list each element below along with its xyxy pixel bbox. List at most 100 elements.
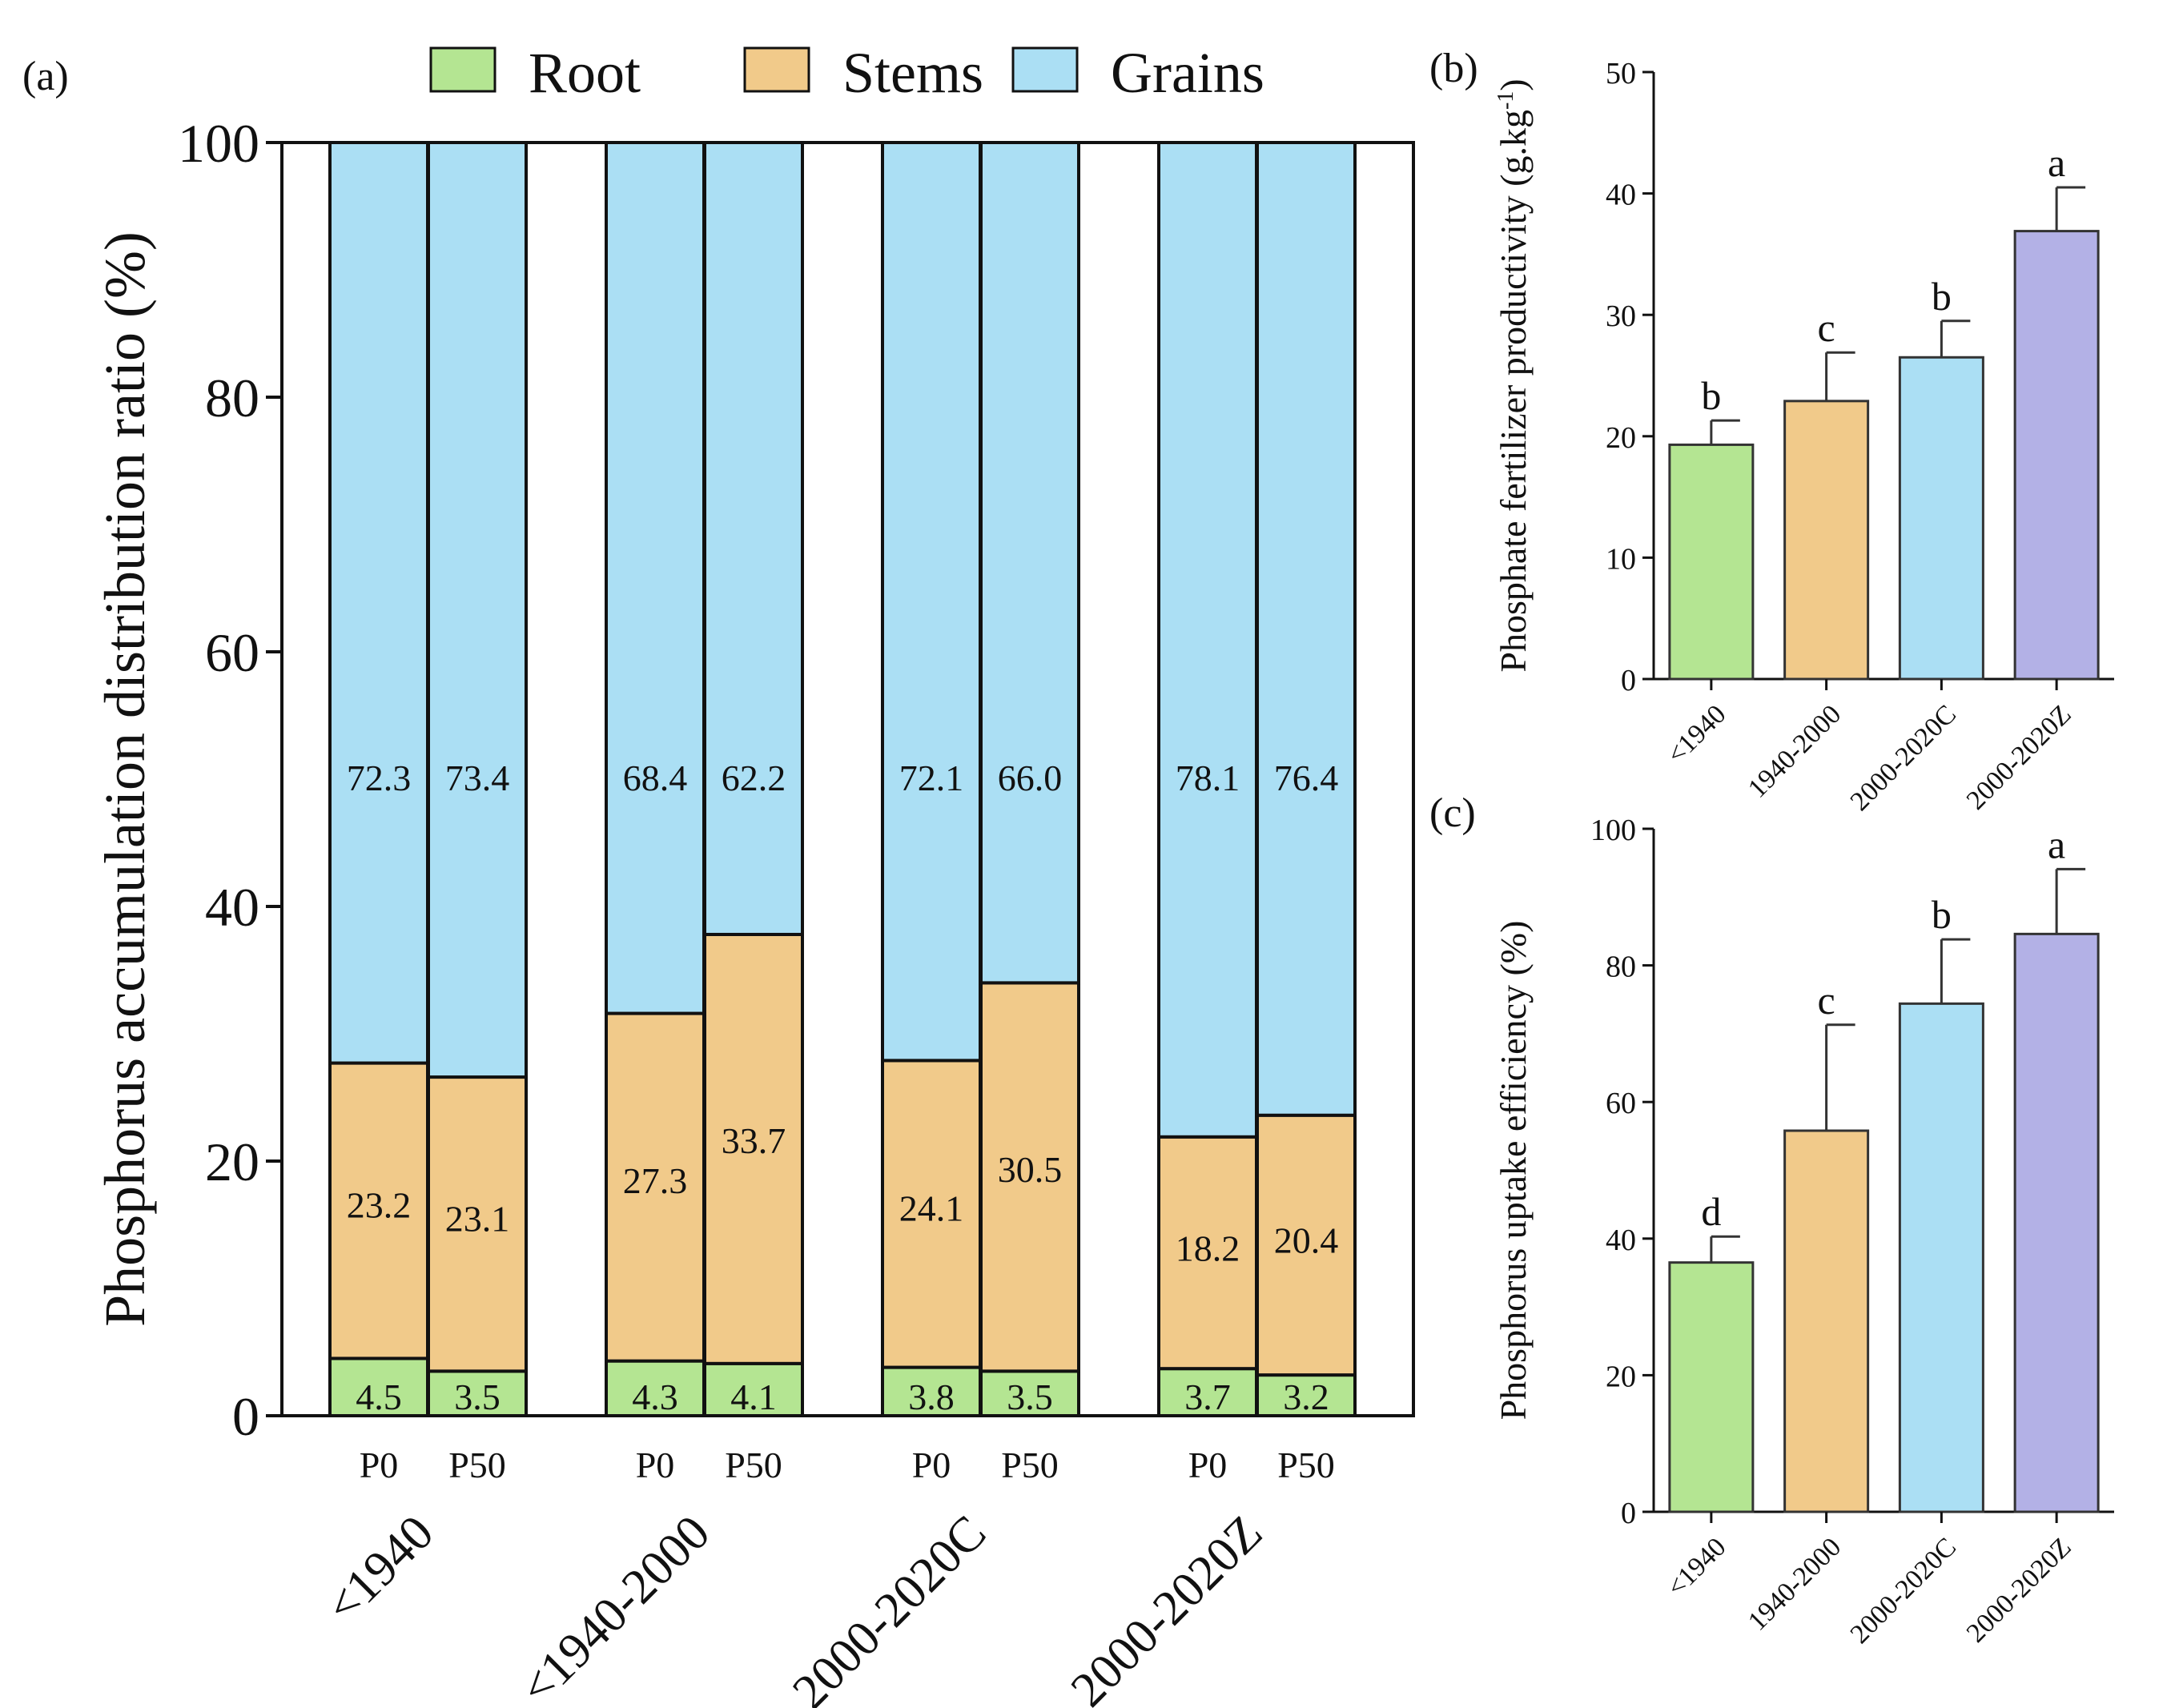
panel-c-ytick-label: 60 xyxy=(1606,1087,1636,1120)
legend-swatch-stems xyxy=(743,46,810,93)
panel-c-label: (c) xyxy=(1429,790,1476,836)
value-label-root: 3.8 xyxy=(908,1376,955,1417)
legend-swatch-grains xyxy=(1011,46,1079,93)
legend-label-grains: Grains xyxy=(1111,41,1264,105)
panel-c-bar-2000-2020z xyxy=(2013,932,2100,1513)
panel-c-sig-letter: c xyxy=(1818,978,1835,1023)
panel-c-ytick-label: 40 xyxy=(1606,1224,1636,1257)
panel-c-ytick-label: 20 xyxy=(1606,1360,1636,1393)
bar-label-p50: P50 xyxy=(725,1445,782,1485)
value-label-root: 4.5 xyxy=(356,1376,402,1417)
panel-b-ytick-label: 40 xyxy=(1606,179,1636,212)
bar-segment-stems-1940-p50 xyxy=(427,1075,528,1373)
panel-b-ytick-label: 20 xyxy=(1606,421,1636,455)
group-label-1940: <1940 xyxy=(316,1505,444,1634)
panel-a-ytick-label: 20 xyxy=(205,1131,259,1192)
panel-b-sig-letter: c xyxy=(1818,305,1835,350)
panel-b-xtick-label-2000-2020c: 2000-2020C xyxy=(1845,699,1962,816)
panel-b-sig-letter: b xyxy=(1701,373,1721,418)
panel-b-xtick-label-2000-2020z: 2000-2020Z xyxy=(1961,699,2077,815)
bar-segment-grains-2000-2020c-p50 xyxy=(979,141,1080,985)
panel-b-ylabel: Phosphate fertilizer productivity (g.kg-… xyxy=(1493,78,1534,672)
bar-label-p50: P50 xyxy=(448,1445,506,1485)
panel-b-bar-2000-2020c xyxy=(1898,356,1984,681)
group-label-2000-2020c: 2000-2020C xyxy=(782,1505,996,1708)
bar-label-p0: P0 xyxy=(1188,1445,1228,1485)
panel-b: (b) 0 10 20 30 40 50 Phosphate fertilizer produ… xyxy=(1429,46,2114,817)
panel-a-ytick-label: 100 xyxy=(178,113,259,174)
value-label-root: 3.7 xyxy=(1184,1376,1231,1417)
panel-b-label: (b) xyxy=(1429,46,1478,91)
value-label-root: 3.5 xyxy=(454,1376,501,1417)
panel-c-ylabel: Phosphorus uptake efficiency (%) xyxy=(1493,921,1534,1421)
bar-segment-stems-2000-2020c-p0 xyxy=(881,1059,982,1369)
panel-a-label: (a) xyxy=(22,54,69,99)
bar-label-p0: P0 xyxy=(636,1445,675,1485)
panel-c: (c) 0 20 40 60 80 100 Phosphorus uptake efficie… xyxy=(1429,790,2114,1650)
panel-b-sig-letter: b xyxy=(1932,274,1952,319)
value-label-grains: 72.1 xyxy=(899,758,964,798)
panel-c-xtick-label-1940-2000: 1940-2000 xyxy=(1743,1532,1847,1636)
value-label-stems: 23.1 xyxy=(445,1198,510,1239)
bar-segment-root-2000-2020z-p50 xyxy=(1256,1373,1357,1417)
panel-a-ytick-label: 0 xyxy=(232,1386,259,1447)
bar-segment-stems-1940-p0 xyxy=(328,1061,429,1360)
panel-b-bar-1940 xyxy=(1668,443,1755,681)
bar-segment-grains-2000-2020c-p0 xyxy=(881,141,982,1063)
panel-c-xtick-label-2000-2020c: 2000-2020C xyxy=(1845,1532,1962,1649)
panel-b-bar-1940-2000 xyxy=(1783,400,1870,681)
panel-b-bar-2000-2020z xyxy=(2013,230,2100,681)
value-label-grains: 76.4 xyxy=(1274,758,1339,798)
bar-segment-grains-2000-2020z-p0 xyxy=(1157,141,1258,1139)
bar-segment-stems-2000-2020c-p50 xyxy=(979,981,1080,1373)
panel-a: (a) Root Stems Grains 0 20 40 60 80 100 Phosphorus… xyxy=(22,41,1415,1708)
value-label-grains: 72.3 xyxy=(347,758,412,798)
panel-c-bar-1940-2000 xyxy=(1783,1129,1870,1513)
value-label-root: 4.3 xyxy=(632,1376,678,1417)
panel-b-ytick-label: 50 xyxy=(1606,57,1636,90)
value-label-stems: 30.5 xyxy=(998,1149,1063,1190)
panel-a-ytick-label: 40 xyxy=(205,877,259,938)
panel-a-ylabel: Phosphorus accumulation distribution rat… xyxy=(93,231,157,1327)
value-label-stems: 24.1 xyxy=(899,1188,964,1228)
group-label-2000-2020z: 2000-2020Z xyxy=(1061,1505,1273,1708)
bar-label-p0: P0 xyxy=(912,1445,951,1485)
panel-a-ytick-label: 60 xyxy=(205,622,259,683)
value-label-grains: 78.1 xyxy=(1176,758,1240,798)
bar-segment-grains-1940-p50 xyxy=(427,141,528,1079)
legend-swatch-root xyxy=(429,46,497,93)
bar-segment-grains-1940-2000-p50 xyxy=(703,141,804,936)
bar-label-p50: P50 xyxy=(1001,1445,1059,1485)
bar-segment-grains-1940-2000-p0 xyxy=(605,141,706,1015)
panel-a-ytick-label: 80 xyxy=(205,368,259,428)
panel-b-xtick-label-1940: <1940 xyxy=(1662,699,1732,770)
panel-c-ytick-label: 0 xyxy=(1621,1497,1636,1530)
panel-c-sig-letter: d xyxy=(1701,1189,1721,1234)
value-label-stems: 23.2 xyxy=(347,1185,412,1226)
panel-b-xtick-label-1940-2000: 1940-2000 xyxy=(1743,699,1847,803)
bar-segment-stems-2000-2020z-p50 xyxy=(1256,1113,1357,1377)
value-label-stems: 20.4 xyxy=(1274,1220,1339,1260)
bar-segment-grains-2000-2020z-p50 xyxy=(1256,141,1357,1117)
bar-segment-stems-2000-2020z-p0 xyxy=(1157,1135,1258,1371)
value-label-grains: 68.4 xyxy=(623,758,688,798)
panel-b-sig-letter: a xyxy=(2048,140,2065,185)
panel-c-bar-1940 xyxy=(1668,1261,1755,1513)
bar-segment-root-2000-2020c-p50 xyxy=(979,1369,1080,1417)
bar-segment-stems-1940-2000-p50 xyxy=(703,932,804,1365)
bar-label-p0: P0 xyxy=(360,1445,399,1485)
panel-a-frame xyxy=(280,141,1415,1417)
value-label-stems: 18.2 xyxy=(1176,1228,1240,1269)
panel-b-ytick-label: 30 xyxy=(1606,299,1636,333)
panel-c-ytick-label: 100 xyxy=(1590,814,1636,847)
panel-c-sig-letter: b xyxy=(1932,892,1952,937)
bar-segment-root-1940-p50 xyxy=(427,1369,528,1417)
value-label-grains: 62.2 xyxy=(722,758,786,798)
panel-c-xtick-label-2000-2020z: 2000-2020Z xyxy=(1961,1532,2077,1648)
value-label-grains: 73.4 xyxy=(445,758,510,798)
group-label-1940-2000: <1940-2000 xyxy=(510,1505,721,1708)
value-label-root: 3.2 xyxy=(1283,1376,1329,1417)
panel-b-ytick-label: 10 xyxy=(1606,542,1636,576)
panel-c-ytick-label: 80 xyxy=(1606,950,1636,984)
